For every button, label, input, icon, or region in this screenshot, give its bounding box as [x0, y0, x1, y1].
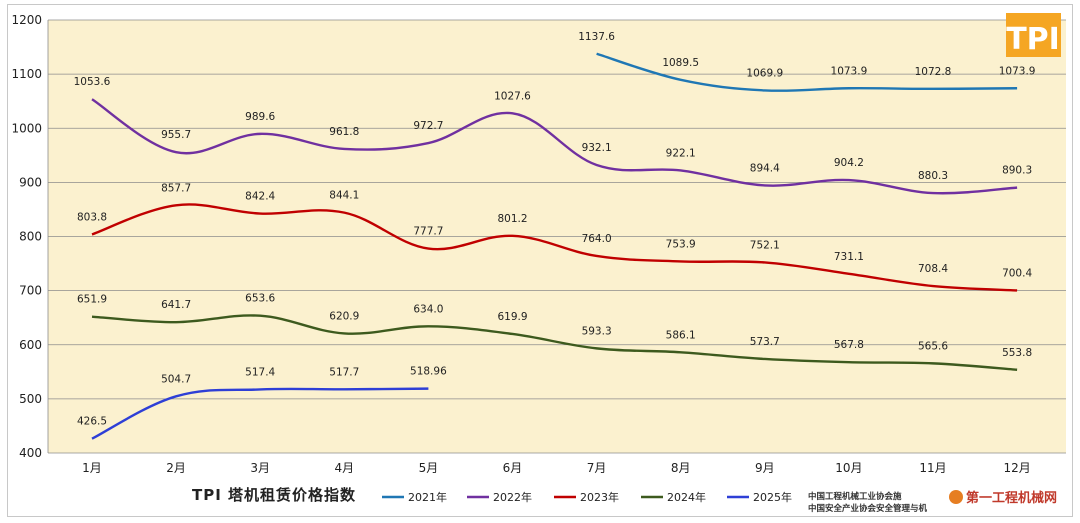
data-label-2021年-7: 1137.6: [578, 31, 615, 43]
tpi-logo: TPI: [1006, 13, 1061, 57]
y-tick-label-1000: 1000: [11, 121, 42, 135]
data-label-2023年-9: 752.1: [750, 239, 780, 251]
x-tick-label-5: 5月: [419, 461, 439, 475]
data-label-2024年-7: 593.3: [582, 325, 612, 337]
gridlines: [48, 19, 1066, 454]
data-label-2022年-6: 1027.6: [494, 90, 531, 102]
data-label-2023年-6: 801.2: [497, 213, 527, 225]
x-axis: 1月 2月 3月 4月 5月 6月 7月 8月 9月 10月 11月 12月: [82, 461, 1031, 475]
y-tick-label-1200: 1200: [11, 13, 42, 27]
x-tick-label-11: 11月: [919, 461, 946, 475]
data-label-2021年-11: 1072.8: [915, 66, 952, 78]
data-label-2024年-12: 553.8: [1002, 347, 1032, 359]
y-tick-label-400: 400: [19, 446, 42, 460]
x-tick-label-1: 1月: [82, 461, 102, 475]
data-label-2024年-2: 641.7: [161, 299, 191, 311]
logo-text: TPI: [1006, 22, 1060, 57]
data-label-2025年-3: 517.4: [245, 366, 275, 378]
x-tick-label-8: 8月: [671, 461, 691, 475]
data-label-2023年-4: 844.1: [329, 190, 359, 202]
data-label-2022年-1: 1053.6: [74, 76, 111, 88]
x-tick-label-6: 6月: [503, 461, 523, 475]
data-label-2022年-2: 955.7: [161, 129, 191, 141]
series-group: [91, 52, 1018, 440]
data-label-2023年-2: 857.7: [161, 182, 191, 194]
data-label-2025年-4: 517.7: [329, 366, 359, 378]
data-label-2023年-3: 842.4: [245, 191, 275, 203]
legend-label-2025年: 2025年: [753, 490, 792, 504]
watermark-line2: 中国安全产业协会安全管理与机: [808, 503, 928, 514]
data-label-2024年-9: 573.7: [750, 336, 780, 348]
legend-label-2024年: 2024年: [667, 490, 706, 504]
data-label-2022年-7: 932.1: [582, 142, 612, 154]
data-label-2024年-11: 565.6: [918, 340, 948, 352]
watermark: 中国工程机械工业协会施 中国安全产业协会安全管理与机 第一工程机械网: [808, 490, 1057, 514]
data-label-2023年-8: 753.9: [666, 238, 696, 250]
data-label-2022年-12: 890.3: [1002, 165, 1032, 177]
y-tick-label-700: 700: [19, 284, 42, 298]
series-line-2021年: [596, 52, 1018, 93]
series-line-2023年: [91, 203, 1018, 292]
data-label-2023年-10: 731.1: [834, 251, 864, 263]
data-label-2022年-5: 972.7: [413, 120, 443, 132]
watermark-icon: [949, 490, 963, 504]
data-label-2021年-8: 1089.5: [662, 57, 699, 69]
data-label-2025年-1: 426.5: [77, 416, 107, 428]
watermark-brand: 第一工程机械网: [966, 490, 1057, 506]
data-label-2022年-10: 904.2: [834, 157, 864, 169]
data-label-2022年-11: 880.3: [918, 170, 948, 182]
data-label-2022年-3: 989.6: [245, 111, 275, 123]
x-tick-label-9: 9月: [755, 461, 775, 475]
x-tick-label-3: 3月: [250, 461, 270, 475]
data-label-2023年-5: 777.7: [413, 226, 443, 238]
data-label-2021年-10: 1073.9: [831, 65, 868, 77]
data-label-2022年-4: 961.8: [329, 126, 359, 138]
x-tick-label-2: 2月: [166, 461, 186, 475]
data-label-2024年-3: 653.6: [245, 293, 275, 305]
data-label-2023年-7: 764.0: [582, 233, 612, 245]
data-label-2024年-1: 651.9: [77, 294, 107, 306]
watermark-line1: 中国工程机械工业协会施: [808, 491, 902, 502]
data-label-2025年-2: 504.7: [161, 373, 191, 385]
x-tick-label-4: 4月: [334, 461, 354, 475]
legend-label-2022年: 2022年: [493, 490, 532, 504]
legend-label-2023年: 2023年: [580, 490, 619, 504]
chart-title: TPI 塔机租赁价格指数: [192, 486, 356, 504]
legend-label-2021年: 2021年: [408, 490, 447, 504]
data-label-2024年-10: 567.8: [834, 339, 864, 351]
data-label-2021年-9: 1069.9: [746, 67, 783, 79]
logo-bg: [1006, 13, 1061, 57]
data-label-2024年-8: 586.1: [666, 329, 696, 341]
y-tick-label-600: 600: [19, 338, 42, 352]
data-label-2024年-5: 634.0: [413, 303, 443, 315]
legend: 2021年 2022年 2023年 2024年 2025年: [382, 490, 792, 504]
y-axis: 400 500 600 700 800 900 1000 1100 1200: [11, 13, 49, 460]
data-label-2023年-12: 700.4: [1002, 267, 1032, 279]
data-label-2021年-12: 1073.9: [999, 65, 1036, 77]
data-labels: 1137.6 1089.5 1069.9 1073.9 1072.8 1073.9 1053…: [74, 31, 1036, 428]
y-tick-label-900: 900: [19, 175, 42, 189]
data-label-2024年-4: 620.9: [329, 310, 359, 322]
series-line-2022年: [91, 98, 1018, 195]
data-label-2022年-8: 922.1: [666, 147, 696, 159]
y-tick-label-800: 800: [19, 230, 42, 244]
x-tick-label-10: 10月: [835, 461, 862, 475]
data-label-2025年-5: 518.96: [410, 366, 447, 378]
data-label-2023年-11: 708.4: [918, 263, 948, 275]
series-line-2024年: [91, 314, 1018, 371]
x-tick-label-12: 12月: [1003, 461, 1030, 475]
y-tick-label-500: 500: [19, 392, 42, 406]
data-label-2024年-6: 619.9: [497, 311, 527, 323]
series-line-2025年: [91, 387, 429, 440]
x-tick-label-7: 7月: [587, 461, 607, 475]
y-tick-label-1100: 1100: [11, 67, 42, 81]
data-label-2023年-1: 803.8: [77, 211, 107, 223]
data-label-2022年-9: 894.4: [750, 162, 780, 174]
